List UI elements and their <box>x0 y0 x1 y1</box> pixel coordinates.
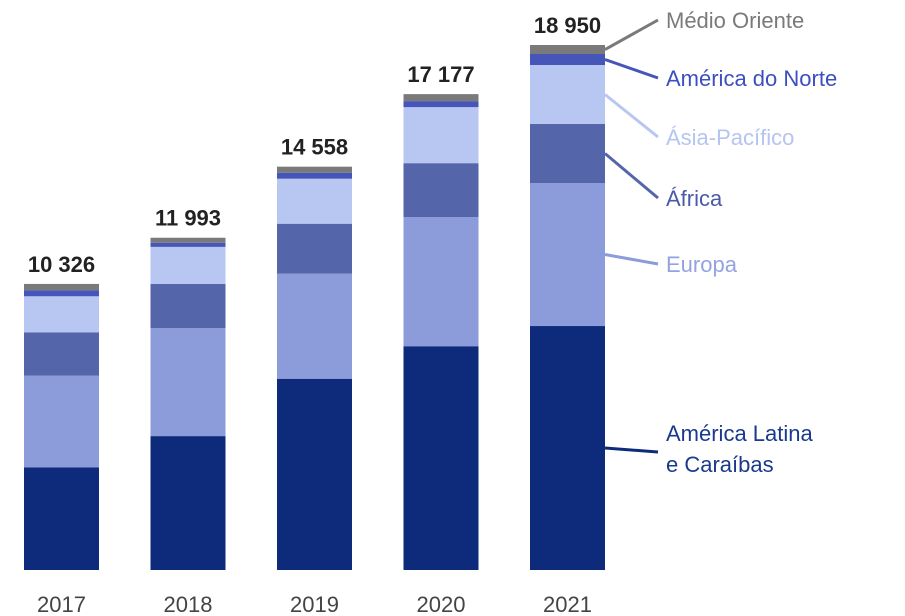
bar-segment <box>277 223 352 274</box>
leader-line <box>604 93 659 139</box>
bar-segment <box>277 178 352 224</box>
bar-segment <box>150 246 226 285</box>
leader-line <box>604 253 659 266</box>
bar-segment <box>24 283 99 291</box>
legend-label: Médio Oriente <box>666 8 804 33</box>
bar-segment <box>24 332 99 376</box>
x-tick-label: 2018 <box>164 592 213 616</box>
bar-segment <box>277 166 352 173</box>
x-tick-label: 2020 <box>417 592 466 616</box>
x-tick-label: 2017 <box>37 592 86 616</box>
legend-label: África <box>666 186 723 211</box>
leader-line <box>604 446 659 454</box>
bar-segment <box>530 45 605 55</box>
bar-segment <box>277 378 352 570</box>
bar-segment <box>150 436 226 570</box>
bar-segment <box>150 328 226 437</box>
bar-segment <box>150 242 226 247</box>
bar-segment <box>150 237 226 243</box>
bar-segment <box>24 290 99 297</box>
bar-segment <box>403 94 479 102</box>
bar-segment <box>530 124 605 184</box>
legend-label: Europa <box>666 252 738 277</box>
bar-segment <box>530 326 605 570</box>
leader-line <box>604 58 659 80</box>
bar-segment <box>277 172 352 179</box>
legend-label: Ásia-Pacífico <box>666 125 794 150</box>
total-label: 18 950 <box>534 13 601 38</box>
bar-segment <box>530 183 605 327</box>
bar-segment <box>403 346 479 570</box>
leader-line <box>604 18 659 51</box>
bar-segment <box>530 54 605 66</box>
bar-segment <box>530 65 605 125</box>
total-label: 11 993 <box>155 206 221 231</box>
total-label: 14 558 <box>281 135 348 160</box>
bar-segment <box>24 296 99 333</box>
bar-segment <box>150 284 226 329</box>
bar-segment <box>277 273 352 379</box>
total-label: 10 326 <box>28 252 95 277</box>
x-tick-label: 2019 <box>290 592 339 616</box>
bar-segment <box>403 163 479 218</box>
x-tick-label: 2021 <box>543 592 592 616</box>
leader-line <box>604 152 659 200</box>
bar-segment <box>403 217 479 347</box>
legend-label: América do Norte <box>666 66 837 91</box>
legend-label: América Latina e Caraíbas <box>666 421 813 477</box>
bar-segment <box>403 101 479 108</box>
bar-segment <box>24 467 99 570</box>
bar-segment <box>403 107 479 164</box>
total-label: 17 177 <box>407 62 474 87</box>
bar-segment <box>24 375 99 468</box>
